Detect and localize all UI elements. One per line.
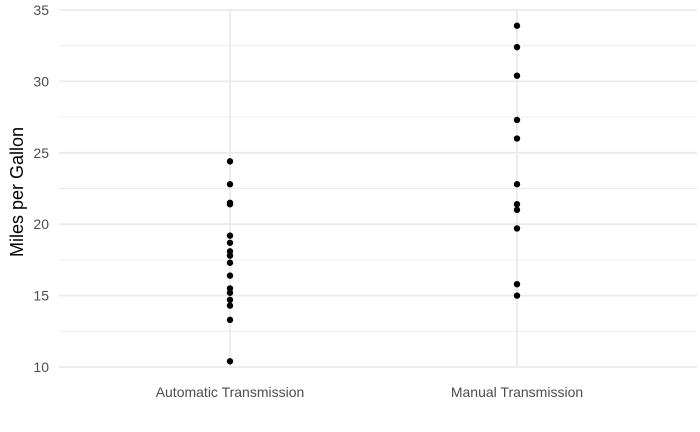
data-point [226,201,234,208]
data-point [226,252,234,259]
data-point [513,135,521,142]
data-points [226,22,521,365]
y-tick-label: 35 [33,2,49,18]
y-tick-label: 10 [33,359,49,375]
data-point [513,206,521,214]
data-point [513,280,521,288]
data-point [226,296,234,304]
data-point [226,181,234,188]
data-point [513,201,521,208]
y-tick-label: 25 [33,145,49,161]
x-tick-label: Manual Transmission [451,384,583,400]
y-tick-label: 15 [33,288,49,304]
data-point [513,72,521,79]
data-point [513,116,521,124]
data-point [226,302,234,309]
y-axis-tick-labels: 10 15 20 25 30 35 [33,2,49,375]
data-point [226,239,234,246]
data-point [513,225,521,232]
data-point [226,259,234,266]
data-point [513,22,521,29]
y-tick-label: 20 [33,216,49,232]
data-point [226,272,234,279]
data-point [513,43,521,51]
data-point [226,158,234,165]
data-point [226,289,234,296]
data-point [226,316,234,324]
y-tick-label: 30 [33,73,49,89]
data-point [226,232,234,239]
data-point [226,358,234,365]
y-axis-label: Miles per Gallon [7,127,27,257]
x-tick-label: Automatic Transmission [156,384,305,400]
minor-gridlines [59,45,697,332]
major-gridlines [59,9,697,368]
data-point [513,181,521,188]
x-axis-tick-labels: Automatic Transmission Manual Transmissio… [156,384,583,400]
data-point [513,292,521,299]
